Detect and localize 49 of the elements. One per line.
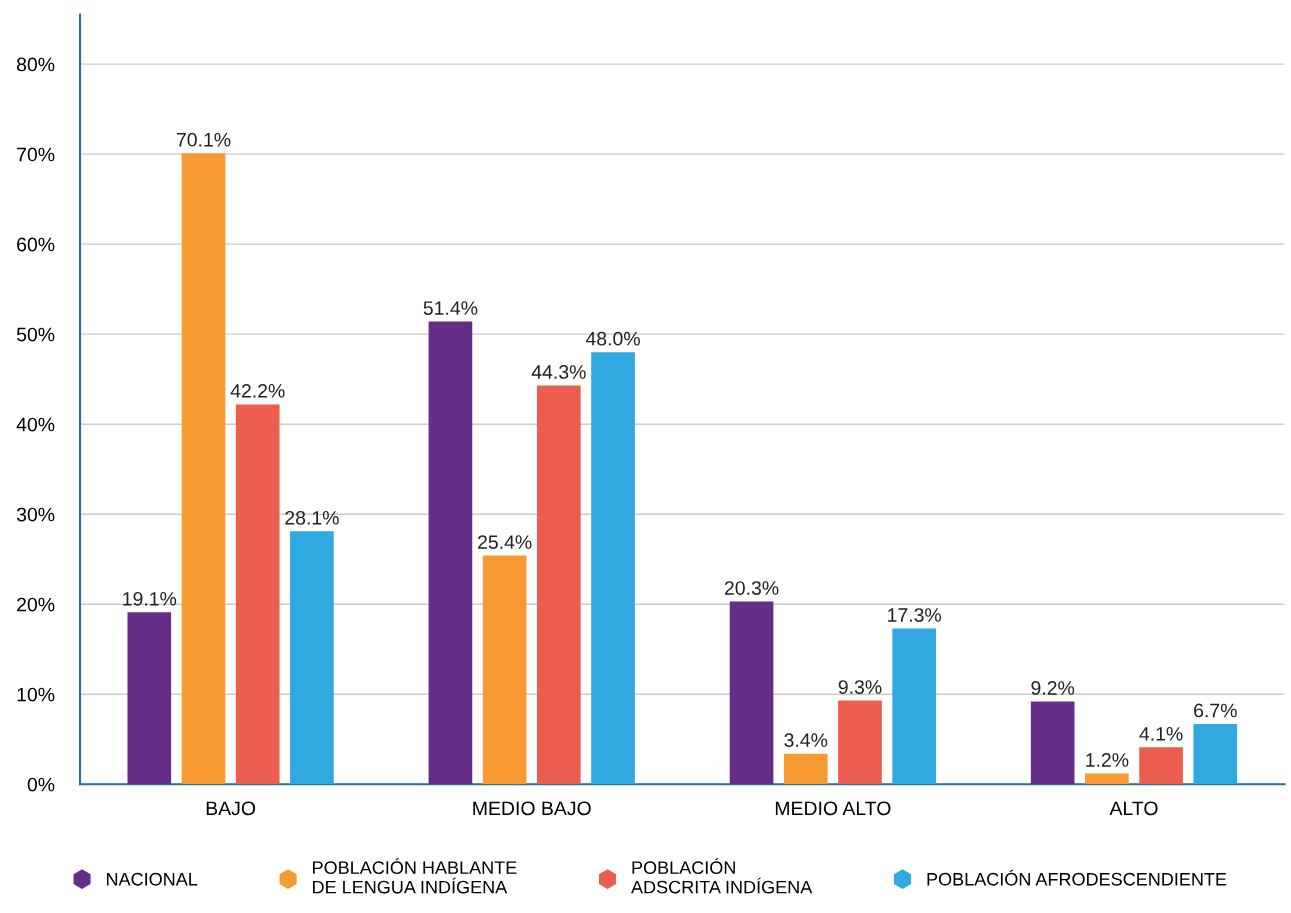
y-tick-label: 50% xyxy=(16,327,55,342)
bar xyxy=(1193,723,1238,785)
x-tick-label: MEDIO BAJO xyxy=(473,801,591,816)
data-label: 6.7% xyxy=(1194,703,1237,718)
y-tick-label: 30% xyxy=(16,507,55,522)
bar xyxy=(783,753,828,785)
bar xyxy=(290,531,334,785)
data-label: 28.1% xyxy=(285,510,339,525)
data-label: 42.2% xyxy=(230,384,285,398)
x-tick-label: BAJO xyxy=(206,801,256,816)
legend-label: NACIONAL xyxy=(106,872,198,886)
data-label: 48.0% xyxy=(585,331,640,346)
data-label: 44.3% xyxy=(531,365,586,379)
data-label: 3.4% xyxy=(784,733,828,748)
data-label: 19.1% xyxy=(123,591,177,606)
bar xyxy=(591,352,635,785)
data-label: 4.1% xyxy=(1139,727,1183,741)
legend-label: POBLACIÓN AFRODESCENDIENTE xyxy=(927,869,1227,886)
bar xyxy=(1030,701,1075,785)
data-label: 1.2% xyxy=(1086,753,1129,767)
bar xyxy=(892,628,936,785)
y-tick-label: 80% xyxy=(16,57,55,72)
data-label: 17.3% xyxy=(888,608,942,622)
y-tick-label: 10% xyxy=(17,687,55,702)
bar xyxy=(838,700,882,785)
bar xyxy=(537,385,581,785)
bar xyxy=(428,321,473,785)
bar xyxy=(235,404,280,785)
bar xyxy=(729,601,774,785)
legend-label: POBLACIÓN HABLANTE DE LENGUA INDÍGENA xyxy=(313,858,517,894)
y-tick-label: 60% xyxy=(17,237,55,252)
data-label: 9.3% xyxy=(838,680,882,694)
data-label: 51.4% xyxy=(423,301,478,315)
data-label: 25.4% xyxy=(478,535,532,549)
data-label: 70.1% xyxy=(176,132,231,147)
y-tick-label: 40% xyxy=(16,417,55,432)
bar xyxy=(1139,747,1183,785)
data-label: 9.2% xyxy=(1031,681,1075,695)
bar xyxy=(1085,773,1129,785)
x-tick-label: MEDIO ALTO xyxy=(775,801,891,816)
y-tick-label: 70% xyxy=(17,147,55,162)
legend-label: POBLACIÓN ADSCRITA INDÍGENA xyxy=(631,858,813,894)
data-label: 20.3% xyxy=(724,581,779,595)
bar xyxy=(482,555,527,785)
x-tick-label: ALTO xyxy=(1109,801,1158,816)
bar xyxy=(127,612,172,785)
y-tick-label: 0% xyxy=(27,777,55,792)
bar xyxy=(181,153,226,785)
y-tick-label: 20% xyxy=(17,597,55,612)
